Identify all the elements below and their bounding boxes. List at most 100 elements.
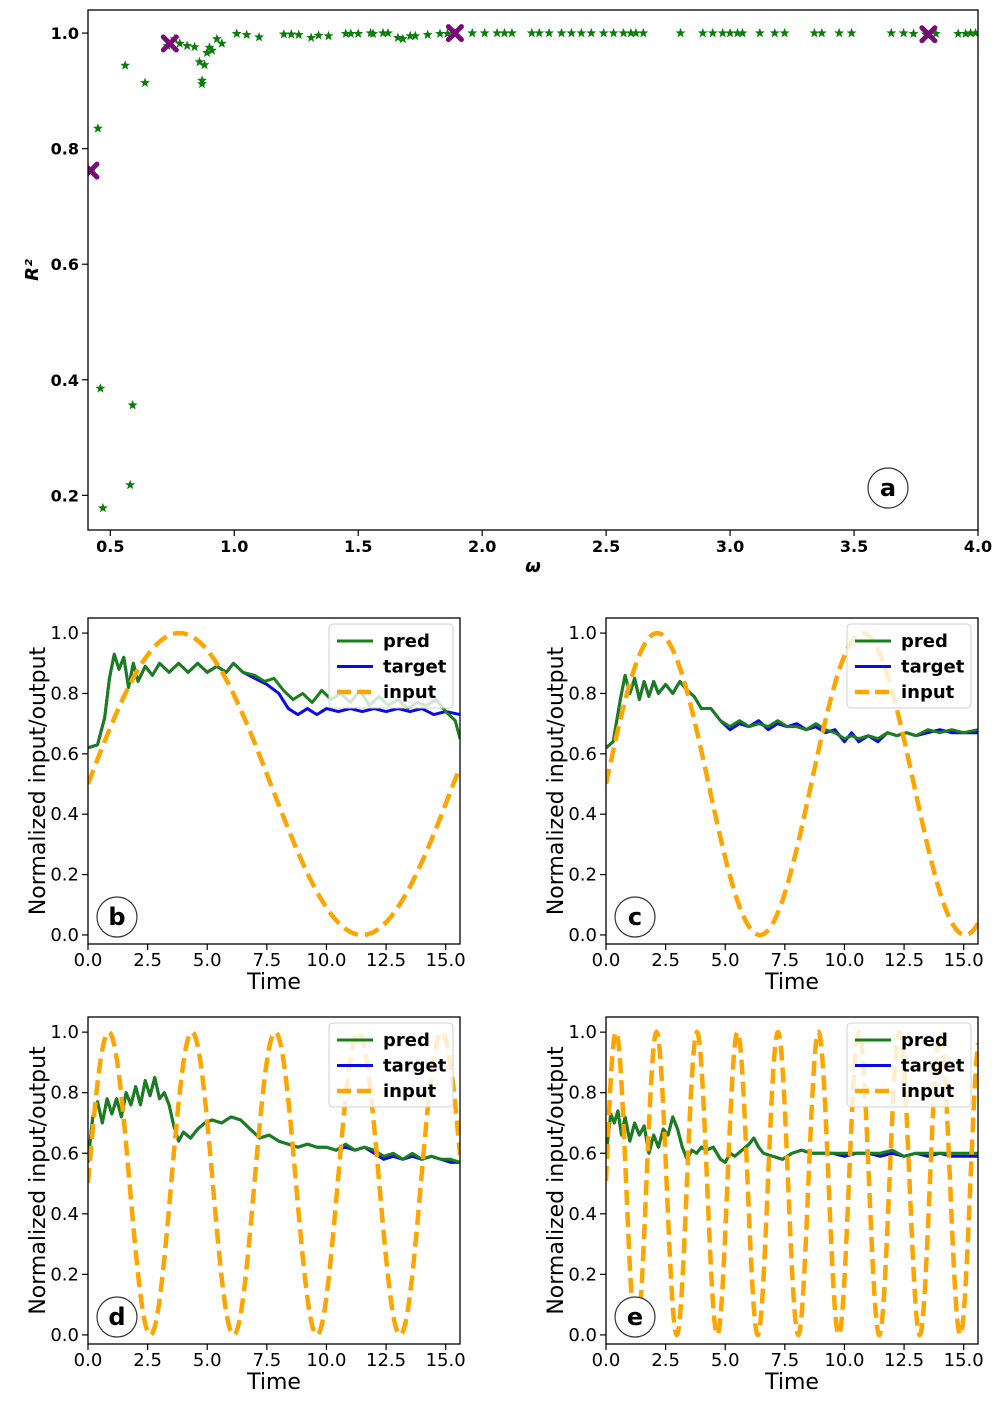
scatter-star-point: [189, 41, 200, 52]
pred-series-line: [88, 1076, 460, 1164]
scatter-star-point: [886, 27, 897, 38]
scatter-star-point: [625, 27, 636, 38]
y-tick-label: 0.0: [568, 925, 597, 946]
scatter-star-point: [120, 60, 131, 70]
scatter-star-point: [930, 28, 941, 38]
scatter-star-point: [556, 27, 567, 38]
y-tick-label: 0.2: [50, 1264, 79, 1285]
scatter-star-point: [241, 29, 252, 40]
scatter-star-point: [199, 59, 210, 70]
legend-label-input: input: [901, 1081, 955, 1102]
legend: pred target input: [846, 623, 972, 709]
plot-area-a: [88, 24, 978, 513]
x-tick-label: 1.5: [344, 537, 372, 556]
legend-label-target: target: [383, 657, 447, 678]
x-tick-label: 10.0: [306, 1350, 346, 1371]
y-tick-label: 0.0: [50, 1325, 79, 1346]
y-axis-label: R²: [22, 259, 43, 281]
x-tick-label: 7.5: [771, 1350, 800, 1371]
axes-frame: [605, 1016, 979, 1345]
x-tick-label: 12.5: [884, 950, 924, 971]
scatter-star-point: [544, 27, 555, 38]
x-tick-label: 15.0: [944, 950, 984, 971]
scatter-star-point: [467, 27, 478, 38]
y-tick-label: 0.6: [50, 744, 79, 765]
panel-label-circle: [96, 896, 138, 938]
scatter-star-point: [422, 29, 433, 40]
legend-label-input: input: [901, 682, 955, 703]
scatter-star-point: [809, 27, 820, 38]
scatter-star-point: [586, 27, 597, 38]
scatter-star-point: [970, 27, 978, 38]
scatter-star-point: [566, 27, 577, 38]
panel-d: 0.0 2.5 5.0 7.5 10.0 12.5 15.0 0.0 0.2 0.4 0.6 0.8 1…: [26, 1016, 466, 1395]
scatter-star-point: [410, 30, 421, 41]
scatter-star-point: [345, 28, 356, 38]
scatter-star-point: [534, 27, 545, 38]
scatter-star-point: [95, 383, 106, 393]
x-tick-label: 2.5: [651, 1350, 680, 1371]
panel-b: 0.0 2.5 5.0 7.5 10.0 12.5 15.0 0.0 0.2 0.4 0.6 0.8 1…: [26, 617, 466, 995]
y-tick-label: 1.0: [568, 623, 597, 644]
y-tick-label: 0.8: [568, 1083, 597, 1104]
scatter-star-point: [378, 27, 388, 38]
y-axis-label: Normalized input/output: [26, 646, 51, 915]
y-tick-label: 0.4: [568, 804, 597, 825]
axes-frame: [605, 617, 979, 945]
input-series-line: [88, 630, 460, 938]
scatter-star-point: [313, 30, 324, 40]
legend-label-input: input: [383, 1081, 437, 1102]
legend: pred target input: [846, 1022, 972, 1108]
scatter-star-point: [323, 30, 334, 41]
scatter-star-point: [846, 27, 857, 38]
scatter-star-point: [898, 27, 909, 38]
y-tick-label: 0.2: [50, 865, 79, 886]
x-tick-label: 10.0: [824, 950, 864, 971]
scatter-star-point: [127, 400, 138, 410]
scatter-star-point: [216, 38, 227, 48]
panel-e: 0.0 2.5 5.0 7.5 10.0 12.5 15.0 0.0 0.2 0.4 0.6 0.8 1…: [544, 1016, 984, 1395]
panel-label-circle: [614, 896, 656, 938]
scatter-star-point: [392, 32, 403, 42]
axes-frame: [87, 617, 461, 945]
scatter-x-point: [160, 34, 179, 53]
y-tick-label: 0.0: [568, 1325, 597, 1346]
legend: pred target input: [328, 1022, 454, 1108]
x-axis-label: Time: [246, 1370, 301, 1395]
x-tick-label: 2.5: [133, 950, 162, 971]
scatter-star-point: [526, 27, 537, 38]
x-tick-label: 0.0: [74, 950, 103, 971]
y-tick-label: 0.8: [51, 140, 79, 159]
scatter-star-point: [737, 27, 748, 38]
x-tick-label: 2.0: [468, 537, 496, 556]
scatter-star-point: [717, 27, 728, 38]
x-tick-label: 0.0: [592, 950, 621, 971]
y-tick-label: 0.4: [50, 1204, 79, 1225]
scatter-star-point: [293, 29, 304, 40]
y-tick-label: 1.0: [51, 24, 79, 43]
scatter-star-point: [397, 33, 408, 44]
x-tick-label: 10.0: [824, 1350, 864, 1371]
legend-label-input: input: [383, 682, 437, 703]
panel-label: e: [627, 1303, 643, 1331]
legend-box: [328, 623, 454, 709]
scatter-star-point: [576, 27, 587, 38]
scatter-star-point: [442, 28, 453, 38]
scatter-star-point: [816, 27, 827, 38]
scatter-star-point: [97, 502, 108, 513]
x-tick-label: 15.0: [944, 1350, 984, 1371]
y-axis-label: Normalized input/output: [544, 646, 569, 915]
x-tick-label: 5.0: [711, 950, 740, 971]
scatter-star-point: [92, 123, 103, 133]
legend-label-pred: pred: [901, 631, 948, 652]
input-series-line: [606, 630, 978, 938]
y-axis-label: Normalized input/output: [544, 1046, 569, 1315]
x-axis-label: ω: [525, 556, 541, 577]
y-tick-label: 0.6: [568, 744, 597, 765]
panel-label: b: [108, 903, 125, 931]
scatter-star-point: [231, 28, 242, 38]
scatter-star-point: [197, 78, 207, 89]
scatter-star-point: [204, 42, 215, 52]
scatter-star-point: [435, 28, 445, 38]
y-tick-label: 1.0: [50, 623, 79, 644]
